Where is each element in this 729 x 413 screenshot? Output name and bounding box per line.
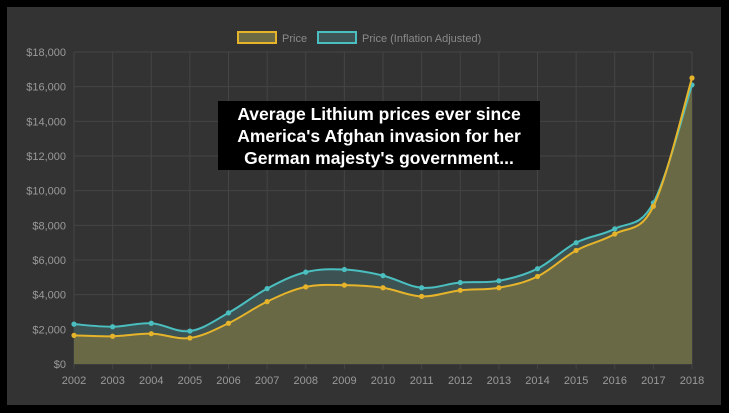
annotation-line-3: German majesty's government...	[244, 148, 514, 168]
legend-swatch	[317, 31, 357, 44]
x-tick-label: 2013	[487, 375, 511, 387]
y-tick-label: $18,000	[26, 47, 66, 59]
data-point	[187, 328, 193, 334]
data-point	[380, 285, 386, 291]
y-tick-label: $12,000	[26, 151, 66, 163]
data-point	[303, 269, 309, 275]
data-point	[380, 273, 386, 279]
data-point	[534, 273, 541, 280]
data-point	[148, 331, 154, 337]
data-point	[225, 310, 232, 316]
x-tick-label: 2008	[294, 375, 318, 387]
x-tick-label: 2014	[525, 375, 549, 387]
data-point	[573, 240, 579, 246]
data-point	[71, 321, 77, 327]
data-point	[341, 282, 347, 288]
x-tick-label: 2005	[178, 375, 202, 387]
y-tick-label: $0	[54, 359, 66, 371]
y-tick-label: $14,000	[26, 116, 66, 128]
y-tick-label: $10,000	[26, 186, 66, 198]
data-point	[264, 286, 270, 292]
x-tick-label: 2015	[564, 375, 588, 387]
data-point	[110, 333, 116, 339]
x-tick-label: 2006	[216, 375, 240, 387]
x-tick-label: 2016	[603, 375, 627, 387]
x-tick-label: 2011	[410, 375, 434, 387]
data-point	[650, 203, 656, 209]
data-point	[534, 266, 541, 272]
annotation-line-2: America's Afghan invasion for her	[237, 126, 521, 146]
data-point	[496, 278, 502, 284]
data-point	[148, 320, 154, 326]
data-point	[225, 320, 232, 326]
chart-annotation: Average Lithium prices ever since Americ…	[218, 101, 540, 170]
data-point	[419, 285, 425, 291]
data-point	[457, 287, 463, 293]
x-tick-label: 2010	[371, 375, 395, 387]
data-point	[496, 285, 502, 291]
y-tick-label: $16,000	[26, 82, 66, 94]
data-point	[419, 293, 425, 299]
x-tick-label: 2002	[62, 375, 86, 387]
data-point	[457, 279, 463, 286]
x-tick-label: 2012	[448, 375, 472, 387]
data-point	[303, 284, 309, 290]
data-point	[341, 266, 347, 273]
legend-label: Price (Inflation Adjusted)	[362, 33, 481, 45]
x-tick-label: 2009	[332, 375, 356, 387]
data-point	[264, 299, 270, 305]
annotation-line-1: Average Lithium prices ever since	[237, 104, 521, 124]
series-area-0	[74, 78, 692, 364]
x-tick-label: 2007	[255, 375, 279, 387]
x-tick-label: 2004	[139, 375, 163, 387]
y-tick-label: $6,000	[32, 255, 66, 267]
series-line-1	[73, 84, 693, 333]
data-point	[110, 324, 116, 330]
data-point	[612, 231, 618, 237]
data-point	[71, 332, 77, 338]
x-tick-label: 2017	[641, 375, 665, 387]
y-tick-label: $4,000	[32, 290, 66, 302]
data-point	[187, 335, 193, 341]
y-tick-label: $2,000	[32, 324, 66, 336]
data-point	[573, 247, 579, 254]
data-point	[689, 75, 695, 81]
y-tick-label: $8,000	[32, 220, 66, 232]
data-point	[612, 226, 618, 232]
x-tick-label: 2018	[680, 375, 704, 387]
x-tick-label: 2003	[100, 375, 124, 387]
series-line-0	[73, 77, 693, 340]
legend-label: Price	[282, 33, 307, 45]
legend-swatch	[237, 31, 277, 44]
